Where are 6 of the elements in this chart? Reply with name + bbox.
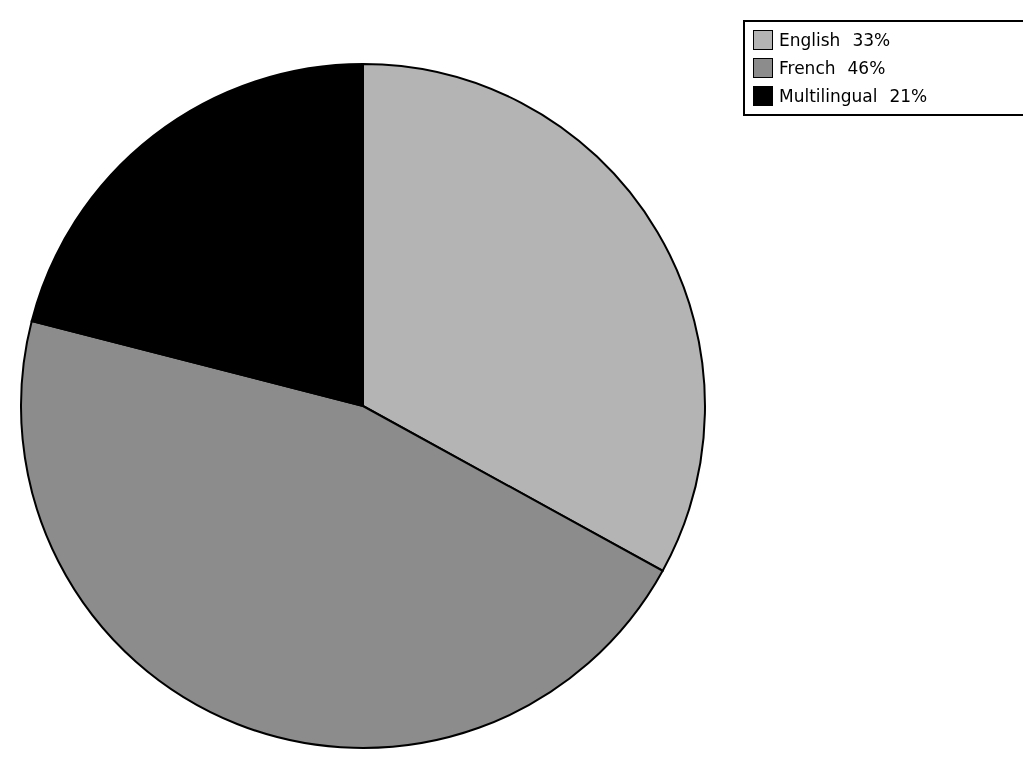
legend-label: Multilingual (779, 86, 878, 106)
legend-label: French (779, 58, 836, 78)
data-label: 33% (852, 30, 891, 50)
data-label: 21% (889, 86, 928, 106)
legend-label: English (779, 30, 841, 50)
data-label: 46% (847, 58, 886, 78)
